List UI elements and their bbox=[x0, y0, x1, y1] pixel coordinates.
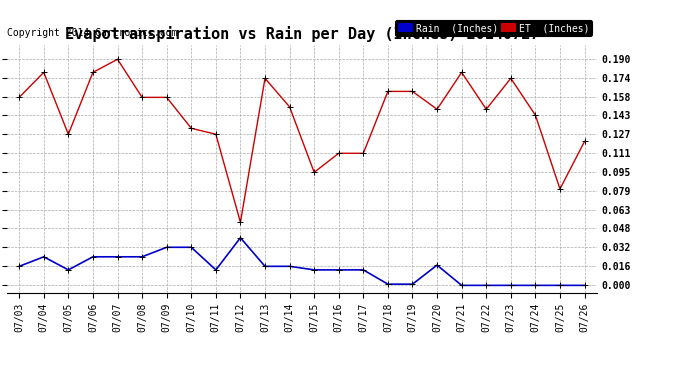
Legend: Rain  (Inches), ET  (Inches): Rain (Inches), ET (Inches) bbox=[395, 20, 592, 36]
Title: Evapotranspiration vs Rain per Day (Inches) 20140727: Evapotranspiration vs Rain per Day (Inch… bbox=[65, 27, 539, 42]
Text: Copyright 2014 Cartronics.com: Copyright 2014 Cartronics.com bbox=[7, 28, 177, 38]
